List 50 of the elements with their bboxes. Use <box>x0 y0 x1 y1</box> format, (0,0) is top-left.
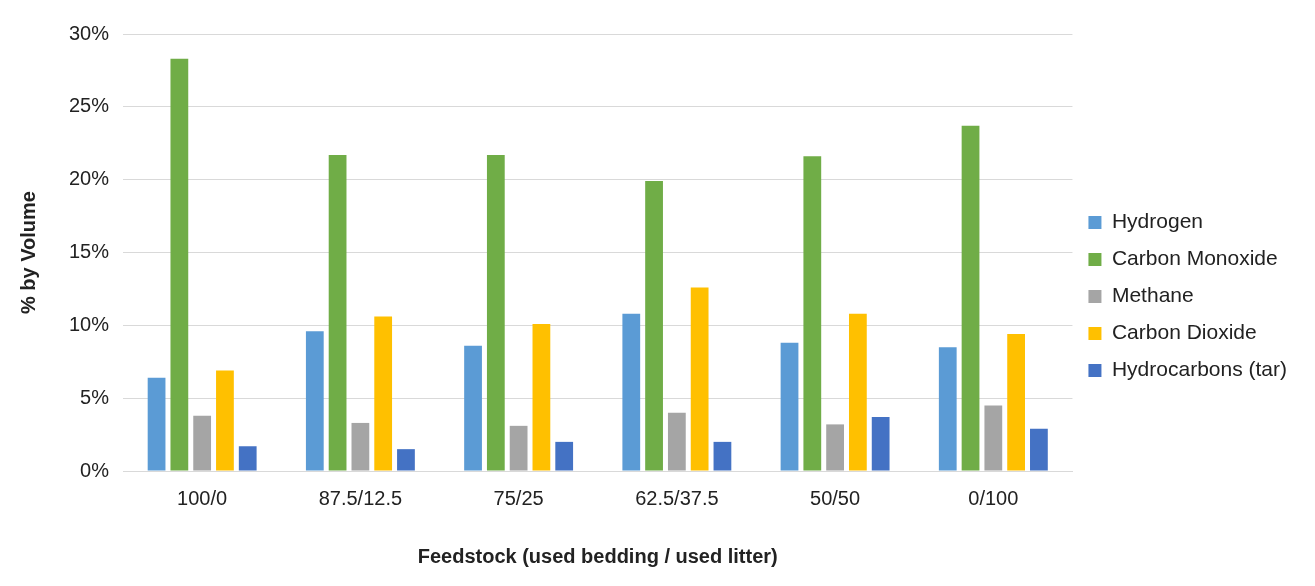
x-tick-label: 100/0 <box>177 486 228 509</box>
x-axis-title: Feedstock (used bedding / used litter) <box>417 544 778 567</box>
y-tick-label: 25% <box>69 94 110 117</box>
bar <box>961 125 980 471</box>
x-tick-label: 75/25 <box>493 486 544 509</box>
bar <box>803 156 822 471</box>
x-tick-label: 0/100 <box>968 486 1019 509</box>
bar <box>1007 334 1025 471</box>
bar <box>351 422 370 471</box>
bar <box>374 316 393 471</box>
bar <box>871 417 890 471</box>
x-tick-label: 62.5/37.5 <box>635 486 719 509</box>
bar <box>397 449 415 471</box>
bar <box>984 405 1003 471</box>
bar <box>713 441 732 471</box>
y-tick-label: 0% <box>80 458 110 481</box>
bar <box>826 424 844 471</box>
bar <box>848 313 867 471</box>
legend-label: Hydrocarbons (tar) <box>1111 357 1288 381</box>
y-tick-label: 10% <box>69 312 110 335</box>
bar <box>690 287 709 471</box>
bar <box>938 347 957 471</box>
y-tick-label: 30% <box>69 21 110 44</box>
x-tick-label: 50/50 <box>810 486 861 509</box>
legend-label: Carbon Dioxide <box>1111 320 1257 344</box>
bar <box>532 323 551 471</box>
y-axis-title: % by Volume <box>16 191 39 314</box>
bar <box>216 370 234 471</box>
bar <box>486 154 505 471</box>
y-tick-label: 15% <box>69 240 110 263</box>
bar <box>147 377 166 471</box>
legend-label: Hydrogen <box>1111 209 1204 233</box>
bar <box>193 415 212 471</box>
bar <box>667 412 686 471</box>
legend-label: Methane <box>1111 283 1194 307</box>
bar <box>509 425 528 471</box>
bar <box>238 446 257 471</box>
x-tick-label: 87.5/12.5 <box>318 486 403 509</box>
bar <box>622 313 641 471</box>
bar <box>170 58 189 471</box>
y-tick-label: 20% <box>69 167 110 190</box>
bar <box>1030 428 1048 471</box>
legend-label: Carbon Monoxide <box>1111 246 1278 270</box>
bar <box>780 342 799 471</box>
bar <box>555 441 574 471</box>
bar <box>645 181 663 471</box>
bar <box>328 154 347 471</box>
bar <box>464 345 482 471</box>
bar <box>305 331 324 471</box>
y-tick-label: 5% <box>80 385 110 408</box>
